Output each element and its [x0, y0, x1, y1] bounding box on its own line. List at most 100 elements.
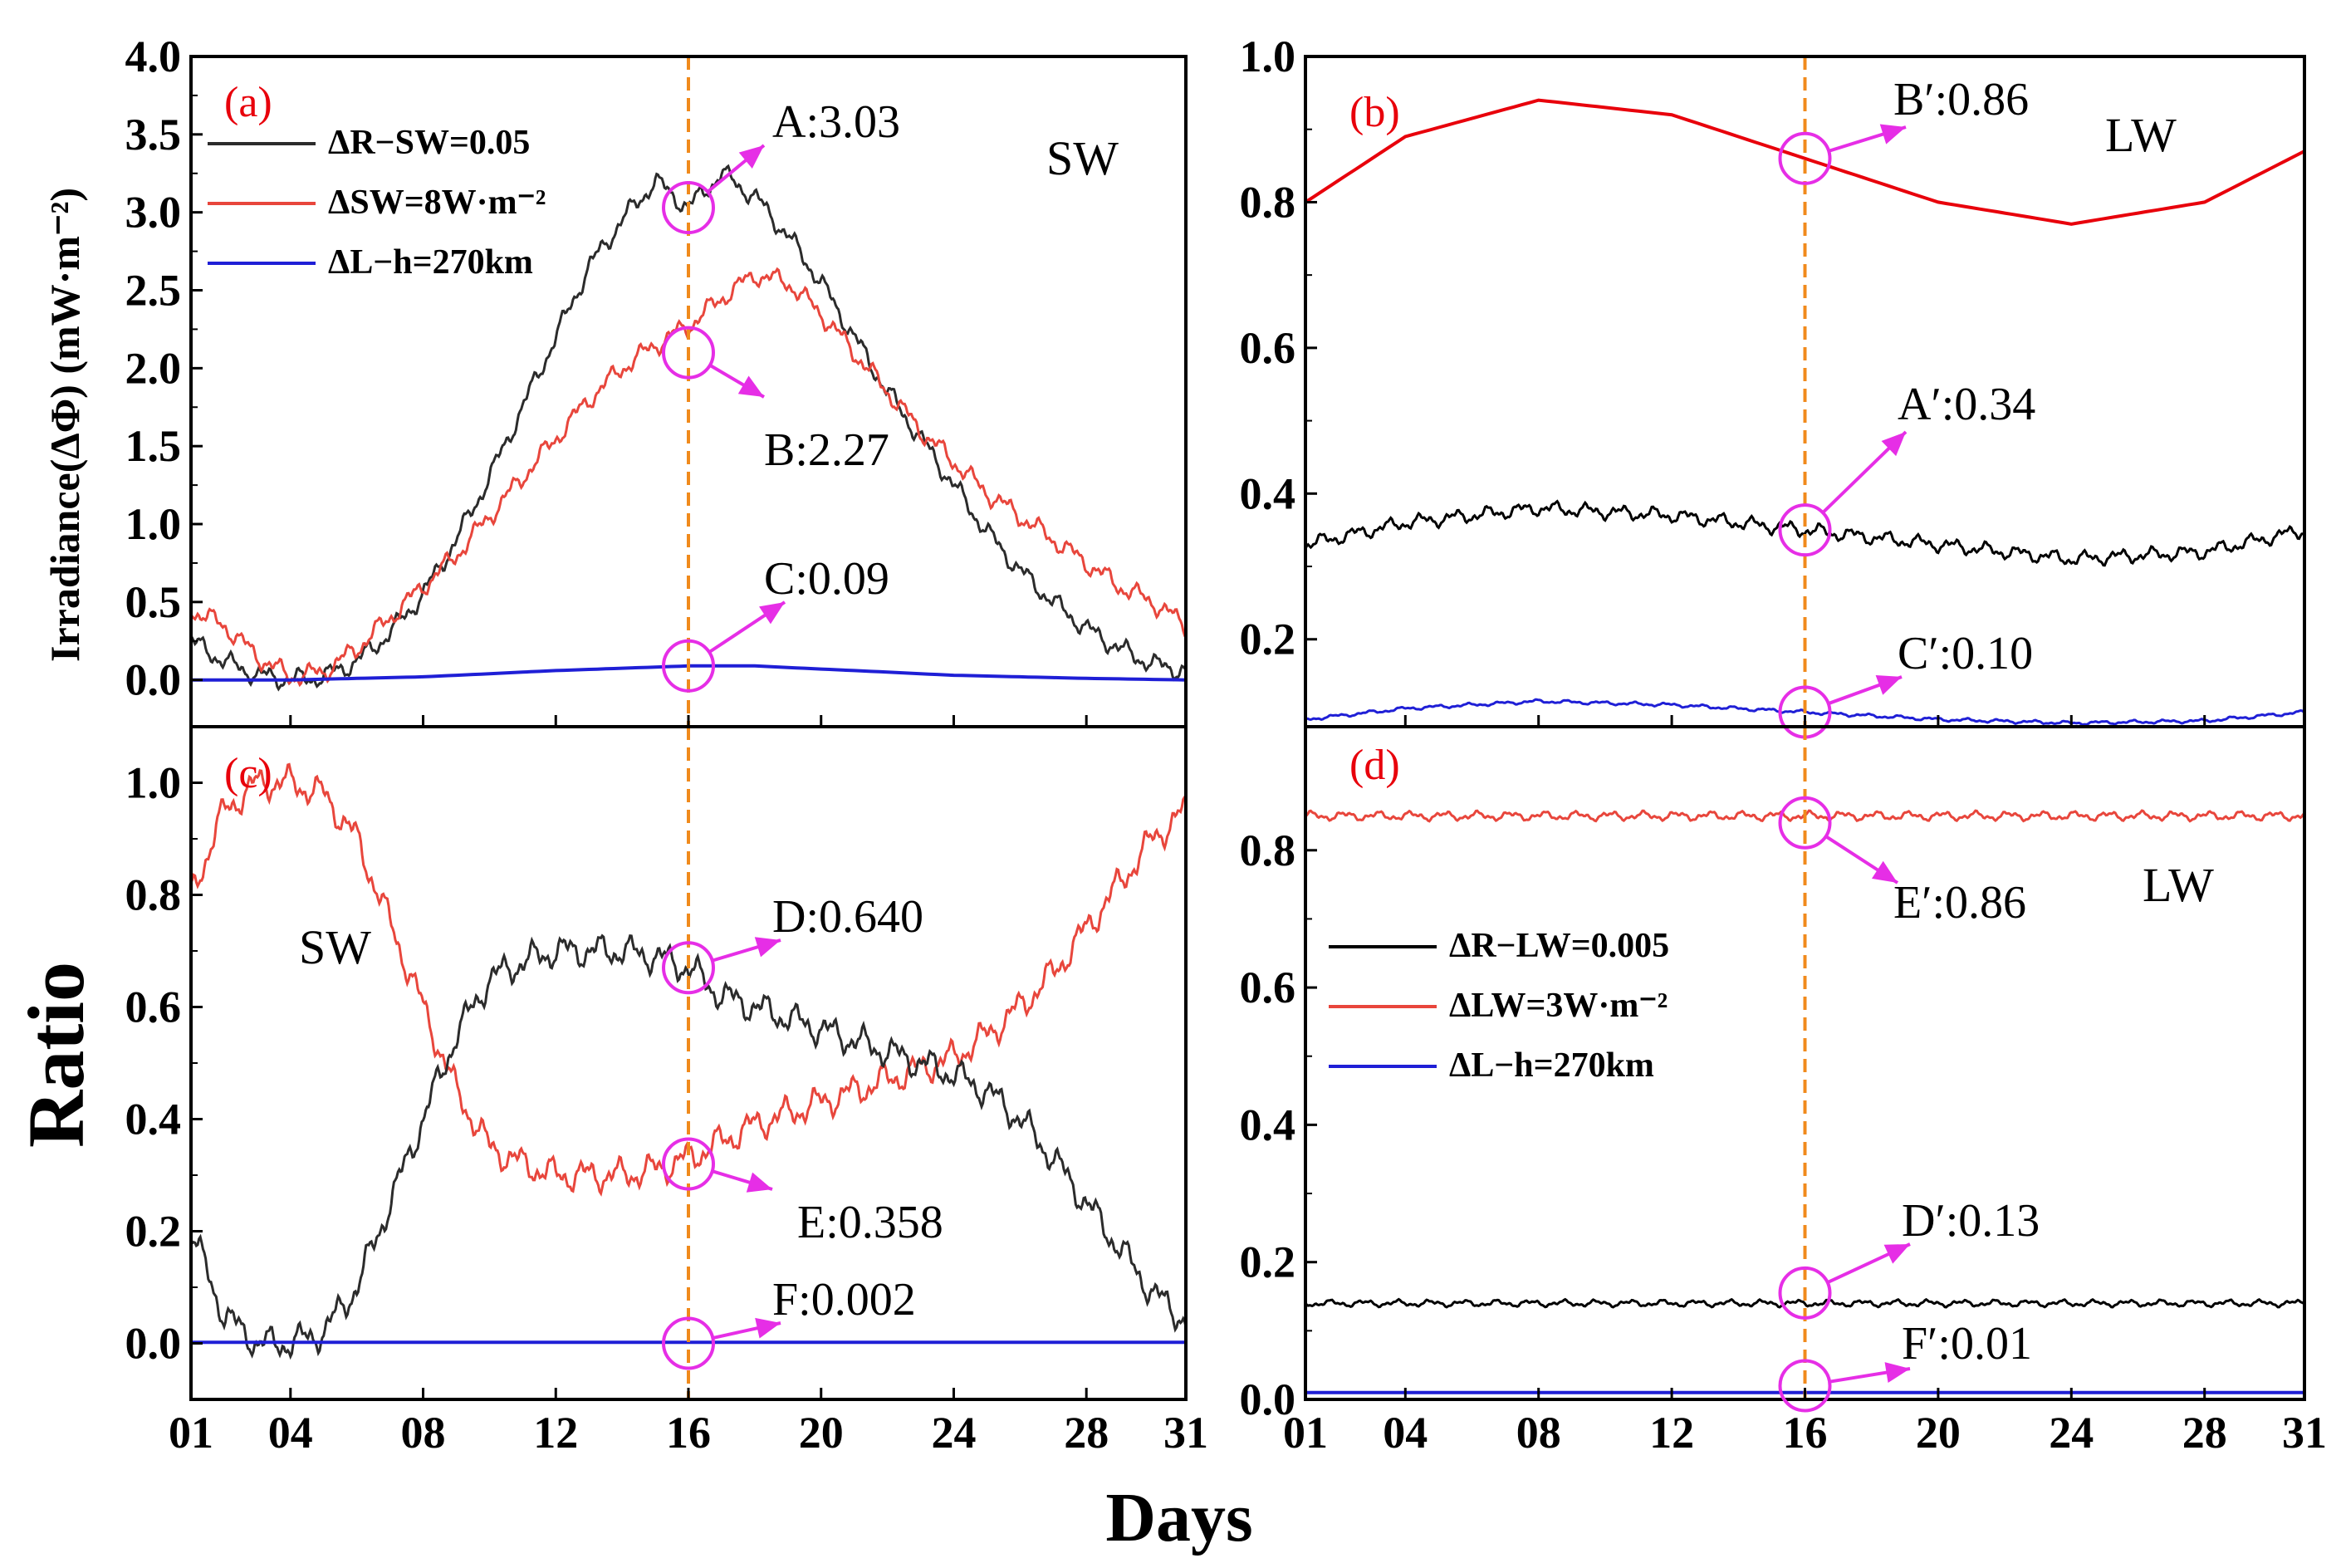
- y-tick-label: 0.6: [1240, 323, 1296, 373]
- y-tick-label: 2.0: [125, 343, 182, 393]
- x-tick-label: 12: [1649, 1408, 1694, 1458]
- y-tick-label: 0.2: [1240, 615, 1296, 664]
- annotation-label: E′:0.86: [1893, 877, 2026, 929]
- y-tick-label: 0.0: [125, 655, 182, 705]
- y-tick-label: 3.0: [125, 188, 182, 238]
- x-tick-label: 20: [799, 1408, 844, 1458]
- annotation-label: B′:0.86: [1893, 74, 2029, 125]
- annotation-label: E:0.358: [797, 1197, 943, 1248]
- x-tick-label: 04: [268, 1408, 313, 1458]
- annotation-arrowhead: [738, 145, 764, 169]
- annotation-circle: [662, 639, 715, 693]
- annotation-label: A:3.03: [772, 96, 900, 148]
- panel-tag: (b): [1349, 89, 1400, 136]
- annotation-label: C′:0.10: [1898, 628, 2033, 679]
- y-tick-label: 0.4: [1240, 1100, 1296, 1149]
- series-line-0: [1305, 98, 2304, 226]
- panel-b: 0.2 0.4 0.6 0.8 1.0 (b) LW B′:0.86 A′:0.34 C′:0.1…: [1240, 32, 2306, 739]
- annotation-label: A′:0.34: [1898, 379, 2035, 430]
- x-tick-label: 12: [533, 1408, 578, 1458]
- annotation-arrowhead: [755, 1317, 781, 1339]
- series-line-1: [191, 933, 1186, 1360]
- x-tick-label: 01: [169, 1408, 213, 1458]
- annotation-circle: [1778, 1266, 1832, 1320]
- y-tick-label: 1.0: [1240, 32, 1296, 81]
- x-tick-label: 04: [1383, 1408, 1428, 1458]
- annotation-arrowhead: [737, 375, 764, 397]
- y-axis-title-irradiance: Irradiance(ΔΦ) (mW·m⁻²): [42, 188, 88, 662]
- annotation-circle: [662, 1137, 715, 1191]
- annotation-label: D:0.640: [772, 891, 923, 943]
- annotation-circle: [662, 181, 715, 235]
- annotation-arrowhead: [754, 937, 781, 958]
- annotation-arrowhead: [1883, 1244, 1910, 1264]
- annotation-circle: [662, 1316, 715, 1370]
- panels-layer: 0.0 0.5 1.0 1.5 2.0 2.5 3.0 3.5 4.0 (a) SW ΔR−SW=0.…: [42, 32, 2327, 1458]
- annotation-circle: [1778, 1359, 1832, 1413]
- y-tick-label: 0.6: [1240, 963, 1296, 1012]
- x-tick-label: 28: [1064, 1408, 1109, 1458]
- x-tick-label: 24: [931, 1408, 976, 1458]
- annotation-arrowhead: [1881, 432, 1906, 457]
- annotation-circle: [662, 326, 715, 380]
- legend-entry: ΔR−LW=0.005: [1449, 927, 1669, 965]
- y-tick-label: 2.5: [125, 266, 182, 316]
- y-tick-label: 0.5: [125, 577, 182, 627]
- annotation-arrowhead: [746, 1172, 772, 1193]
- y-tick-label: 0.0: [125, 1319, 182, 1369]
- x-tick-label: 28: [2182, 1408, 2227, 1458]
- annotation-arrowhead: [1879, 124, 1906, 145]
- panel-d: 0.0 0.2 0.4 0.6 0.8 01 04 08 12 16 20 24 28 31 (d) LW ΔR…: [1240, 725, 2327, 1458]
- annotation-label: B:2.27: [764, 424, 889, 476]
- y-tick-label: 0.2: [125, 1207, 182, 1257]
- y-tick-label: 3.5: [125, 110, 182, 159]
- annotation-label: D′:0.13: [1902, 1195, 2040, 1247]
- annotation-circle: [1778, 503, 1832, 557]
- x-tick-label: 01: [1283, 1408, 1328, 1458]
- annotation-arrowhead: [1871, 860, 1898, 883]
- legend-entry: ΔSW=8W·m⁻²: [328, 184, 546, 222]
- y-tick-label: 0.4: [1240, 468, 1296, 518]
- band-label: LW: [2143, 858, 2214, 912]
- x-tick-label: 08: [1516, 1408, 1561, 1458]
- legend-entry: ΔR−SW=0.05: [328, 124, 530, 162]
- panel-tag: (d): [1349, 742, 1400, 789]
- series-line-0: [1305, 1297, 2304, 1309]
- annotation-label: F′:0.01: [1902, 1318, 2032, 1370]
- y-tick-label: 0.8: [125, 870, 182, 920]
- y-tick-label: 1.0: [125, 499, 182, 549]
- band-label: SW: [299, 920, 371, 974]
- x-tick-label: 20: [1916, 1408, 1961, 1458]
- y-tick-label: 1.5: [125, 421, 182, 471]
- y-tick-label: 0.8: [1240, 177, 1296, 227]
- y-tick-label: 0.2: [1240, 1237, 1296, 1287]
- annotation-circle: [1778, 796, 1832, 850]
- annotation-label: C:0.09: [764, 553, 889, 605]
- band-label: LW: [2105, 108, 2177, 162]
- annotation-circle: [1778, 131, 1832, 185]
- legend-entry: ΔLW=3W·m⁻²: [1449, 987, 1668, 1025]
- annotation-arrowhead: [759, 602, 785, 625]
- legend-entry: ΔL−h=270km: [1449, 1046, 1654, 1085]
- x-tick-label: 16: [1783, 1408, 1828, 1458]
- x-tick-label: 31: [2282, 1408, 2327, 1458]
- band-label: SW: [1046, 131, 1119, 185]
- x-tick-label: 08: [401, 1408, 446, 1458]
- panel-c: 0.0 0.2 0.4 0.6 0.8 1.0 01 04 08 12 16 20 24 28 31 (c) S…: [125, 725, 1208, 1458]
- panel-a: 0.0 0.5 1.0 1.5 2.0 2.5 3.0 3.5 4.0 (a) SW ΔR−SW=0.…: [42, 32, 1188, 728]
- y-tick-label: 1.0: [125, 758, 182, 808]
- y-axis-title-ratio: Ratio: [12, 962, 100, 1148]
- y-tick-label: 0.8: [1240, 826, 1296, 875]
- x-tick-label: 31: [1163, 1408, 1208, 1458]
- annotation-arrowhead: [1884, 1362, 1910, 1384]
- x-tick-label: 24: [2049, 1408, 2094, 1458]
- annotation-label: F:0.002: [772, 1274, 916, 1325]
- annotation-arrowhead: [1875, 675, 1902, 695]
- y-tick-label: 0.6: [125, 982, 182, 1032]
- panel-tag: (c): [224, 750, 272, 797]
- x-tick-label: 16: [666, 1408, 711, 1458]
- series-line-1: [1305, 499, 2304, 567]
- legend-entry: ΔL−h=270km: [328, 243, 533, 282]
- y-tick-label: 0.0: [1240, 1374, 1296, 1424]
